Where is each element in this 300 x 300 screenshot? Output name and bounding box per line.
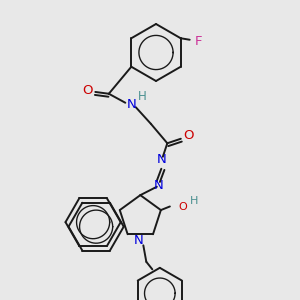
Text: N: N [126,98,136,111]
Text: N: N [153,179,163,192]
Text: N: N [134,234,144,247]
Text: O: O [184,129,194,142]
Text: O: O [178,202,187,212]
Text: O: O [82,84,93,97]
Text: H: H [138,90,147,103]
Text: H: H [190,196,198,206]
Text: F: F [195,35,202,48]
Text: N: N [156,153,166,166]
